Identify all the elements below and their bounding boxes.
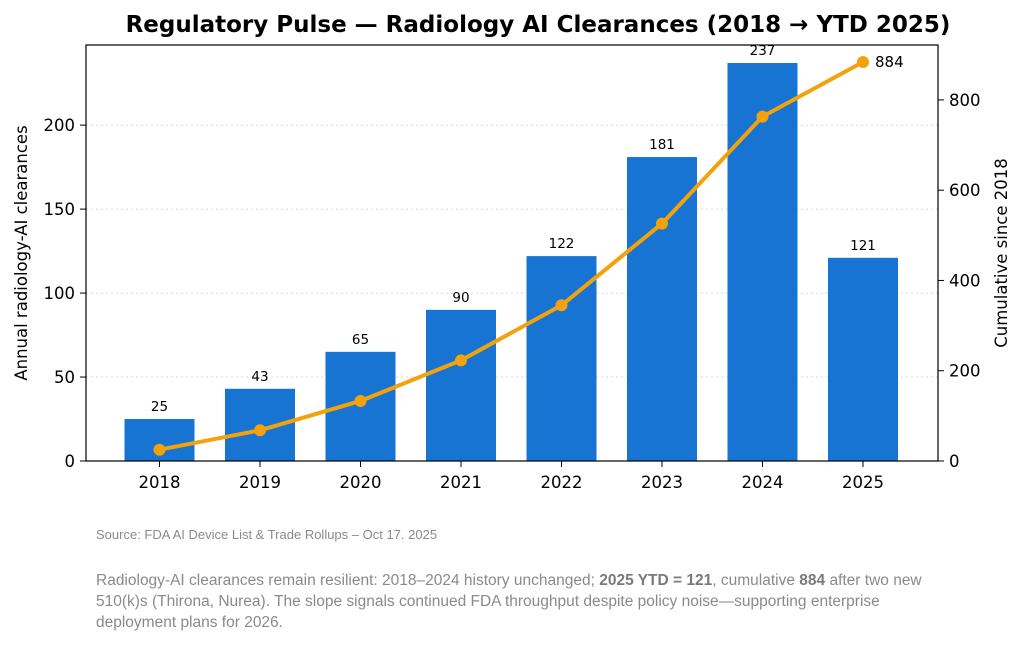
caption-text-2: , cumulative — [712, 572, 800, 589]
right-y-axis-ticks: 0 200 400 600 800 — [938, 91, 981, 471]
caption-bold-ytd: 2025 YTD = 121 — [599, 572, 713, 589]
bar-value-label: 43 — [251, 369, 268, 385]
bar-value-label: 25 — [151, 399, 168, 415]
caption-text-1: Radiology-AI clearances remain resilient… — [96, 572, 600, 589]
source-note: Source: FDA AI Device List & Trade Rollu… — [96, 527, 438, 542]
caption: Radiology-AI clearances remain resilient… — [96, 570, 926, 633]
y2-tick-label: 800 — [949, 91, 981, 110]
cumulative-point — [354, 394, 367, 407]
y2-tick-label: 400 — [949, 271, 981, 290]
bar-value-label: 237 — [750, 43, 776, 59]
cumulative-line — [159, 60, 864, 452]
bar — [627, 157, 697, 462]
bar-series — [124, 63, 898, 462]
x-tick-label: 2024 — [742, 473, 784, 492]
x-tick-label: 2023 — [641, 473, 683, 492]
x-tick-label: 2025 — [842, 473, 884, 492]
bar-labels: 25 43 65 90 122 181 237 121 — [151, 43, 876, 415]
bar-value-label: 181 — [649, 137, 675, 153]
bar-value-label: 65 — [352, 332, 369, 348]
y2-tick-label: 0 — [949, 452, 960, 471]
cumulative-point — [455, 354, 467, 367]
cumulative-point — [756, 110, 769, 123]
y-tick-label: 150 — [44, 200, 76, 219]
bar — [526, 256, 597, 461]
cumulative-point — [254, 424, 266, 437]
x-tick-label: 2018 — [139, 473, 181, 492]
cumulative-point — [153, 443, 166, 456]
caption-bold-cumulative: 884 — [799, 572, 826, 589]
caption-text-3: after two new 510(k)s (Thirona, Nurea). … — [96, 572, 922, 631]
x-tick-label: 2019 — [239, 473, 281, 492]
bar-value-label: 121 — [850, 238, 876, 254]
bar — [727, 63, 798, 461]
bar-value-label: 90 — [452, 290, 469, 306]
chart-title: Regulatory Pulse — Radiology AI Clearanc… — [126, 12, 951, 38]
bar — [828, 257, 898, 461]
cumulative-line-series: 884 — [153, 53, 904, 456]
cumulative-point — [857, 56, 869, 68]
left-y-axis-label: Annual radiology-AI clearances — [12, 125, 31, 380]
y2-tick-label: 200 — [949, 362, 981, 381]
y-tick-label: 200 — [44, 116, 76, 135]
gridlines — [86, 124, 938, 378]
cumulative-end-label: 884 — [875, 53, 904, 71]
chart: Regulatory Pulse — Radiology AI Clearanc… — [12, 12, 1011, 492]
y-tick-label: 100 — [44, 284, 76, 303]
x-tick-label: 2020 — [340, 473, 382, 492]
x-axis-ticks: 2018 2019 2020 2021 2022 2023 2024 2025 — [139, 461, 884, 492]
plot-frame — [85, 44, 939, 462]
x-tick-label: 2022 — [541, 473, 583, 492]
x-tick-label: 2021 — [440, 473, 482, 492]
cumulative-point — [656, 217, 668, 230]
left-y-axis-ticks: 0 50 100 150 200 — [44, 116, 86, 471]
y-tick-label: 50 — [54, 368, 75, 387]
bar — [426, 309, 496, 461]
y2-tick-label: 600 — [949, 181, 981, 200]
right-y-axis-label: Cumulative since 2018 — [992, 158, 1011, 348]
cumulative-point — [555, 299, 568, 312]
y-tick-label: 0 — [65, 452, 76, 471]
bar-value-label: 122 — [549, 236, 575, 252]
